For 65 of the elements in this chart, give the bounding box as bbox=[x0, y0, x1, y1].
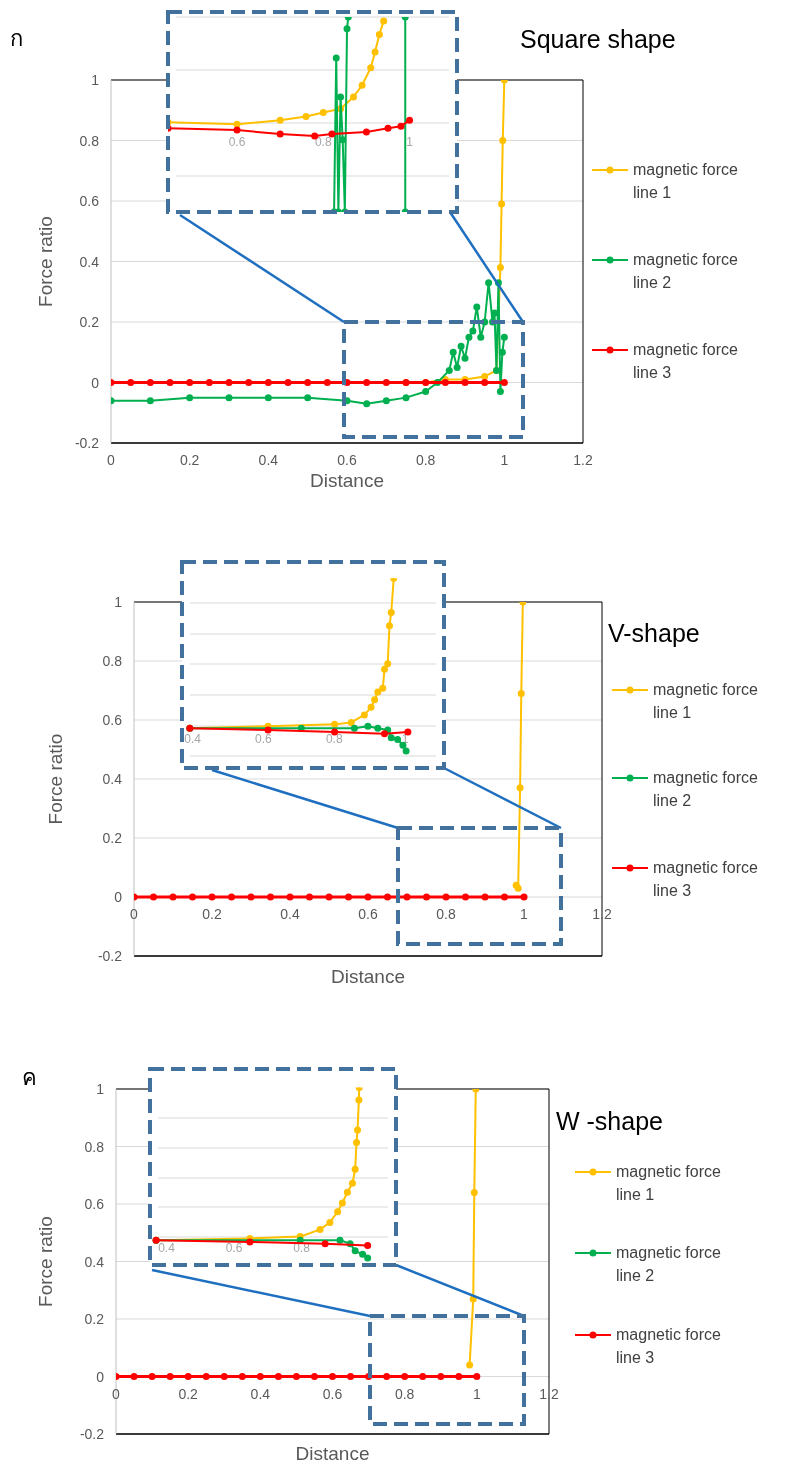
x-tick-label: 0.4 bbox=[258, 452, 279, 468]
y-tick-label: 1 bbox=[114, 594, 123, 610]
x-tick-label: 0.6 bbox=[337, 452, 357, 468]
y-tick-label: 0.6 bbox=[102, 712, 123, 728]
y-tick-label: -0.2 bbox=[97, 948, 123, 964]
y-axis-title: Force ratio bbox=[35, 216, 56, 307]
x-tick-label: 1 bbox=[472, 1385, 481, 1402]
x-tick-label: 0.8 bbox=[325, 732, 343, 746]
y-tick-label: -0.2 bbox=[74, 435, 100, 451]
y-tick-label: 0.2 bbox=[79, 314, 100, 330]
y-tick-label: 1 bbox=[96, 1081, 105, 1097]
y-tick-label: 0 bbox=[96, 1368, 105, 1385]
legend-label: magnetic force line 1 bbox=[633, 161, 739, 201]
x-tick-label: 0.6 bbox=[322, 1385, 343, 1402]
x-axis-title: Distance bbox=[295, 1443, 370, 1464]
legend-label: magnetic force line 3 bbox=[633, 341, 739, 381]
legend-label: magnetic force line 3 bbox=[653, 859, 759, 899]
x-tick-label: 0.2 bbox=[178, 1385, 199, 1402]
x-tick-label: 0.8 bbox=[314, 135, 332, 149]
y-tick-label: 0.8 bbox=[84, 1138, 105, 1155]
y-tick-label: 0.8 bbox=[102, 653, 123, 669]
y-tick-label: 0.2 bbox=[102, 830, 123, 846]
x-tick-label: 1 bbox=[500, 452, 509, 468]
x-tick-label: 0.4 bbox=[250, 1385, 271, 1402]
y-tick-label: 0.6 bbox=[79, 193, 100, 209]
y-tick-label: 0.6 bbox=[84, 1196, 105, 1212]
x-tick-label: 0.6 bbox=[228, 135, 246, 149]
x-axis-title: Distance bbox=[331, 966, 405, 987]
y-axis-title: Force ratio bbox=[45, 733, 66, 825]
text: ก bbox=[10, 26, 23, 51]
x-tick-label: 1 bbox=[520, 906, 529, 922]
y-tick-label: -0.2 bbox=[79, 1426, 105, 1442]
y-tick-label: 0.2 bbox=[84, 1311, 105, 1327]
x-tick-label: 0.4 bbox=[158, 1241, 176, 1255]
x-tick-label: 0.6 bbox=[255, 732, 273, 746]
y-tick-label: 0.4 bbox=[84, 1253, 105, 1270]
y-tick-label: 0.4 bbox=[102, 771, 123, 787]
text: W -shape bbox=[556, 1107, 663, 1135]
text: ค bbox=[22, 1065, 37, 1090]
y-tick-label: 0.4 bbox=[79, 253, 100, 270]
x-tick-label: 0.4 bbox=[184, 732, 202, 746]
y-axis-title: Force ratio bbox=[35, 1216, 56, 1307]
text: V-shape bbox=[608, 619, 700, 647]
y-tick-label: 1 bbox=[91, 72, 100, 88]
x-tick-label: 0.6 bbox=[358, 906, 378, 922]
x-tick-label: 0.8 bbox=[436, 906, 456, 922]
x-tick-label: 1 bbox=[406, 135, 414, 149]
y-tick-label: 0 bbox=[114, 889, 123, 905]
x-tick-label: 0.2 bbox=[179, 452, 200, 468]
legend-label: magnetic force line 2 bbox=[633, 251, 739, 291]
legend-label: magnetic force line 1 bbox=[616, 1163, 722, 1203]
x-axis-title: Distance bbox=[310, 470, 384, 491]
x-tick-label: 0.6 bbox=[225, 1241, 243, 1255]
legend-label: magnetic force line 3 bbox=[616, 1326, 722, 1366]
legend-label: magnetic force line 1 bbox=[653, 681, 759, 721]
x-tick-label: 0.2 bbox=[202, 906, 222, 922]
legend-label: magnetic force line 2 bbox=[616, 1244, 722, 1284]
x-tick-label: 0 bbox=[130, 906, 139, 922]
legend-label: magnetic force line 2 bbox=[653, 769, 759, 809]
x-tick-label: 0.8 bbox=[394, 1385, 415, 1402]
x-tick-label: 0.4 bbox=[280, 906, 300, 922]
x-tick-label: 0.8 bbox=[415, 452, 436, 468]
chart-title: Square shape bbox=[520, 25, 676, 53]
x-tick-label: 1.2 bbox=[573, 452, 593, 468]
y-tick-label: 0 bbox=[91, 374, 100, 391]
